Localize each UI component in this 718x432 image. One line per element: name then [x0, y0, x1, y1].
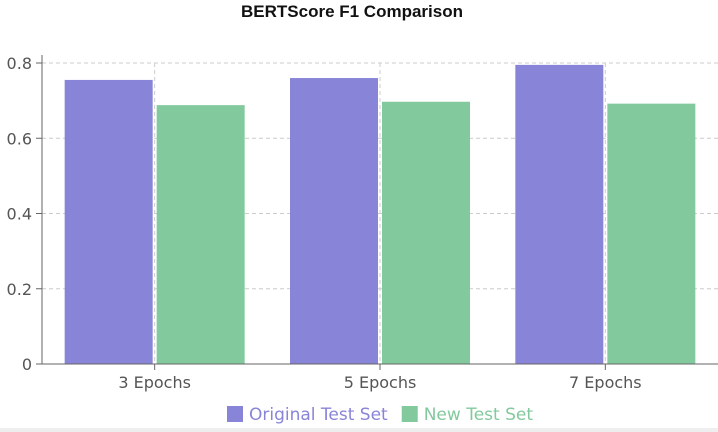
grid-lines	[42, 62, 718, 364]
bar-original-3[interactable]	[515, 64, 604, 364]
legend-item-original[interactable]: Original Test Set	[226, 405, 388, 425]
legend-swatch	[401, 406, 418, 422]
legend-label: New Test Set	[424, 405, 534, 425]
bar-original-1[interactable]	[64, 79, 153, 365]
bar-new-1[interactable]	[156, 105, 245, 364]
bar-new-3[interactable]	[607, 103, 696, 364]
x-tick-label: 5 Epochs	[344, 373, 417, 392]
chart-title: BERTScore F1 Comparison	[241, 2, 463, 21]
y-tick-label: 0.6	[7, 129, 32, 148]
bar-original-2[interactable]	[290, 78, 378, 365]
legend[interactable]: Original Test Set New Test Set	[226, 405, 534, 425]
x-tick-label: 7 Epochs	[569, 373, 642, 392]
y-tick-label: 0.4	[7, 205, 32, 224]
legend-label: Original Test Set	[249, 405, 388, 425]
legend-swatch	[226, 406, 243, 422]
bars	[64, 64, 696, 365]
bar-new-2[interactable]	[382, 101, 470, 364]
y-tick-label: 0.2	[7, 280, 32, 299]
x-tick-label: 3 Epochs	[118, 373, 191, 392]
y-tick-label: 0	[22, 355, 32, 374]
legend-item-new[interactable]: New Test Set	[401, 405, 534, 425]
y-axis-ticks: 0 0.2 0.4 0.6 0.8	[7, 54, 42, 374]
x-axis-ticks: 3 Epochs 5 Epochs 7 Epochs	[118, 364, 642, 392]
y-tick-label: 0.8	[7, 54, 32, 73]
bottom-divider	[0, 428, 718, 432]
